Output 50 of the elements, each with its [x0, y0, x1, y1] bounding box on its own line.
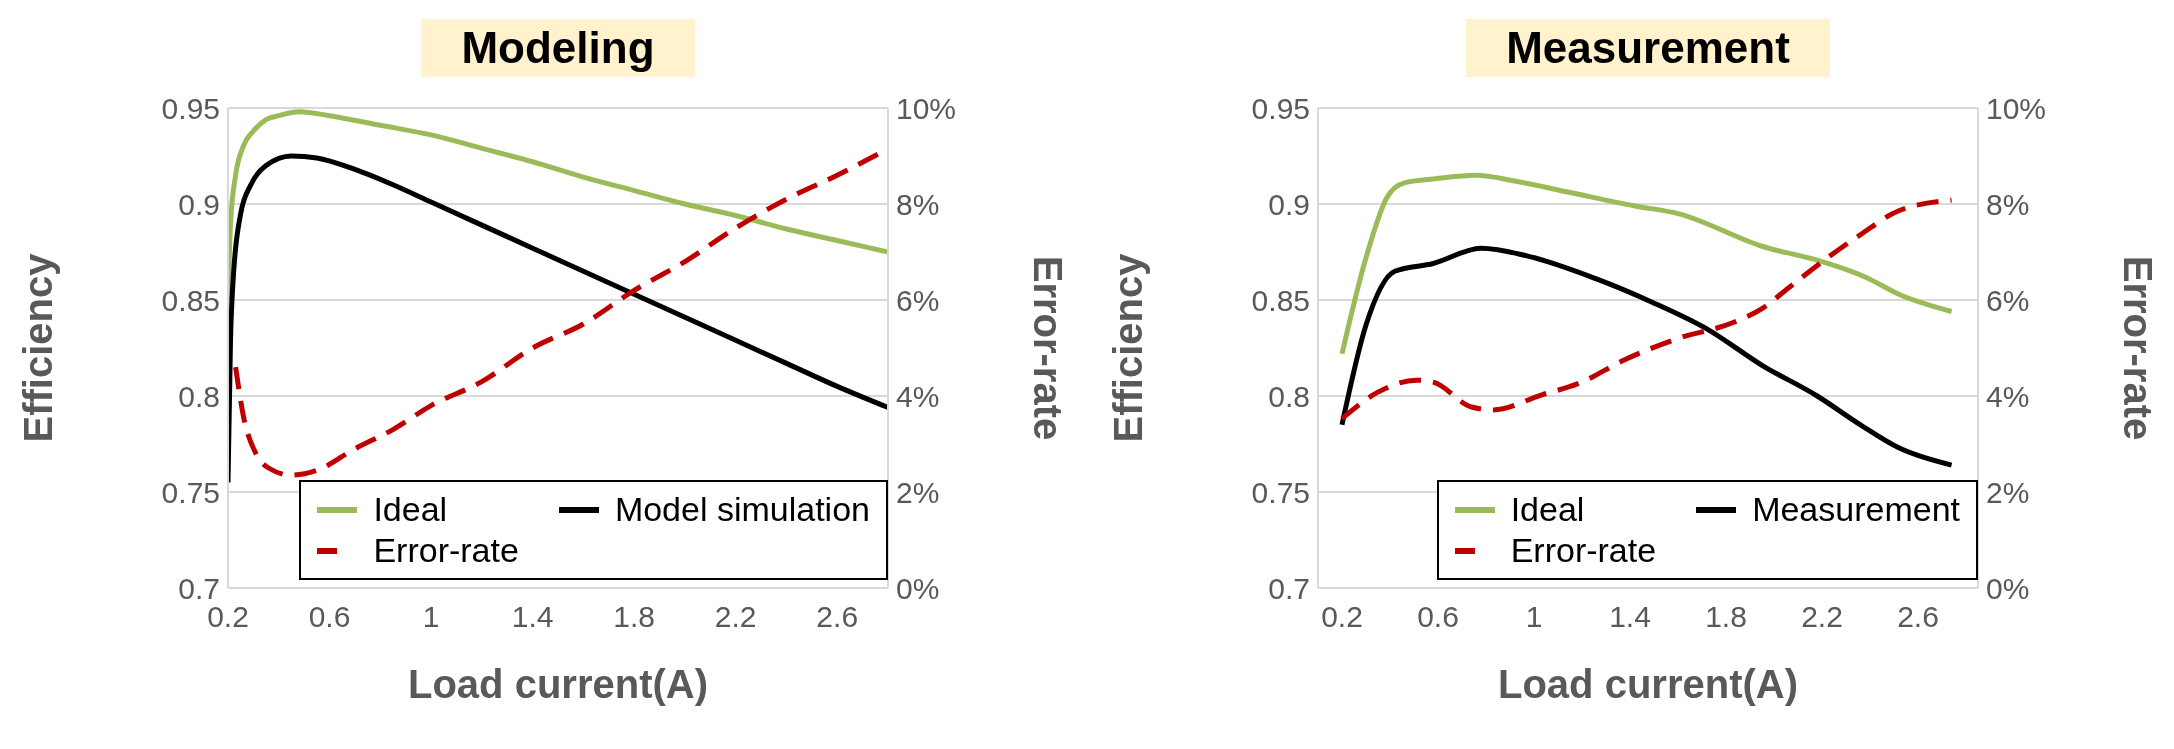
chart-title: Modeling [421, 19, 695, 77]
y2-tick-label: 8% [1986, 187, 2030, 221]
y-tick-label: 0.85 [1251, 283, 1310, 317]
y-axis-title: Efficiency [1106, 252, 1151, 443]
legend-label: Model simulation [614, 490, 870, 529]
y2-tick-label: 4% [896, 379, 940, 413]
y2-axis-title: Error-rate [1025, 255, 1070, 441]
x-tick-label: 2.6 [816, 600, 859, 634]
y-tick-label: 0.95 [1251, 91, 1310, 125]
legend-label: Ideal [373, 490, 448, 529]
x-axis-title: Load current(A) [1498, 662, 1798, 706]
y-tick-label: 0.75 [161, 475, 220, 509]
x-axis-title: Load current(A) [408, 662, 708, 706]
x-tick-label: 0.6 [1417, 600, 1459, 634]
x-tick-label: 0.2 [1321, 600, 1363, 634]
y2-tick-label: 0% [1986, 571, 2030, 605]
y2-tick-label: 4% [1986, 379, 2030, 413]
legend-label: Error-rate [373, 531, 519, 570]
legend-label: Ideal [1510, 490, 1585, 529]
x-tick-label: 1.8 [613, 600, 656, 634]
x-tick-label: 1.4 [1609, 600, 1651, 634]
y-axis-title: Efficiency [16, 252, 61, 443]
x-tick-label: 1 [422, 600, 440, 634]
y2-tick-label: 6% [896, 283, 940, 317]
y-tick-label: 0.85 [161, 283, 220, 317]
y-tick-label: 0.7 [1268, 571, 1310, 605]
y-tick-label: 0.9 [1268, 187, 1310, 221]
x-tick-label: 1.4 [511, 600, 554, 634]
x-tick-label: 1 [1525, 600, 1543, 634]
y2-tick-label: 8% [896, 187, 940, 221]
y2-tick-label: 2% [1986, 475, 2030, 509]
legend-label: Measurement [1752, 490, 1960, 529]
y2-tick-label: 10% [1986, 91, 2047, 125]
y-tick-label: 0.8 [178, 379, 220, 413]
y2-axis-title: Error-rate [2115, 255, 2160, 441]
legend-label: Error-rate [1510, 531, 1657, 570]
y-tick-label: 0.8 [1268, 379, 1310, 413]
y2-tick-label: 2% [896, 475, 940, 509]
y2-tick-label: 10% [896, 91, 957, 125]
x-tick-label: 0.6 [308, 600, 351, 634]
y-tick-label: 0.95 [161, 91, 220, 125]
chart-title: Measurement [1466, 19, 1830, 77]
y-tick-label: 0.75 [1251, 475, 1310, 509]
x-tick-label: 2.2 [1801, 600, 1843, 634]
x-tick-label: 1.8 [1705, 600, 1747, 634]
y2-tick-label: 6% [1986, 283, 2030, 317]
y-tick-label: 0.9 [178, 187, 220, 221]
x-tick-label: 2.2 [714, 600, 757, 634]
y2-tick-label: 0% [896, 571, 940, 605]
x-tick-label: 2.6 [1897, 600, 1939, 634]
